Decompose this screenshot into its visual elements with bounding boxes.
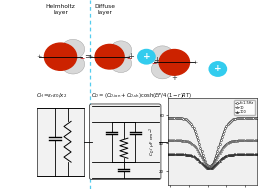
100	[225, 155, 228, 157]
Text: +: +	[153, 56, 160, 65]
Text: −: −	[127, 55, 132, 60]
FancyBboxPatch shape	[90, 104, 161, 180]
Circle shape	[61, 39, 85, 59]
f=1.5Hz	[228, 121, 231, 123]
Circle shape	[159, 50, 189, 75]
Y-axis label: $C_D$ / $\mu$F cm$^{-2}$: $C_D$ / $\mu$F cm$^{-2}$	[148, 127, 158, 156]
f=1.5Hz	[221, 132, 224, 135]
Text: +: +	[87, 54, 93, 59]
f=1.5Hz	[225, 125, 228, 127]
Circle shape	[95, 44, 124, 69]
Text: +: +	[36, 54, 42, 59]
Circle shape	[44, 43, 77, 70]
Text: Helmholtz
layer: Helmholtz layer	[46, 4, 75, 15]
100	[246, 153, 249, 156]
Legend: f=1.5Hz, 10, 100: f=1.5Hz, 10, 100	[234, 100, 255, 115]
Text: +: +	[214, 64, 222, 74]
100	[221, 156, 224, 159]
f=1.5Hz	[166, 117, 169, 119]
Text: Electrode: Electrode	[13, 72, 22, 117]
10	[225, 143, 228, 145]
FancyBboxPatch shape	[37, 108, 84, 176]
f=1.5Hz	[220, 136, 223, 138]
Line: 100: 100	[167, 153, 258, 169]
Line: f=1.5Hz: f=1.5Hz	[167, 117, 258, 168]
100	[208, 167, 211, 170]
100	[166, 153, 169, 156]
Line: 10: 10	[167, 139, 258, 167]
10	[255, 139, 258, 142]
Circle shape	[110, 41, 132, 59]
10	[246, 139, 249, 142]
10	[166, 139, 169, 142]
Circle shape	[151, 46, 174, 65]
Text: +: +	[143, 52, 150, 61]
Text: +: +	[127, 52, 134, 61]
Text: =: =	[84, 52, 91, 61]
Text: +: +	[171, 75, 177, 81]
100	[255, 153, 258, 156]
f=1.5Hz	[255, 117, 258, 119]
Text: −: −	[151, 61, 156, 66]
Text: −: −	[79, 55, 85, 60]
10	[221, 146, 224, 149]
Text: $C_H\!=\!\varepsilon_r\varepsilon_0/x_2$: $C_H\!=\!\varepsilon_r\varepsilon_0/x_2$	[36, 91, 67, 100]
Text: Diffuse
layer: Diffuse layer	[95, 4, 116, 15]
100	[220, 157, 223, 160]
f=1.5Hz	[206, 164, 209, 167]
f=1.5Hz	[208, 166, 211, 168]
Text: +: +	[192, 60, 197, 65]
100	[206, 167, 209, 169]
10	[208, 164, 211, 167]
Circle shape	[61, 54, 85, 74]
10	[206, 164, 209, 166]
f=1.5Hz	[246, 117, 249, 119]
Circle shape	[208, 61, 227, 77]
10	[228, 141, 231, 143]
100	[228, 154, 231, 156]
Circle shape	[137, 49, 156, 65]
10	[220, 148, 223, 150]
Circle shape	[110, 54, 132, 73]
Text: $C_D=(C_{D\text{-ion}}+C_{D\text{-sh}})\cosh(EF/4(1-r)RT)$: $C_D=(C_{D\text{-ion}}+C_{D\text{-sh}})\…	[91, 91, 192, 100]
Circle shape	[151, 60, 174, 79]
